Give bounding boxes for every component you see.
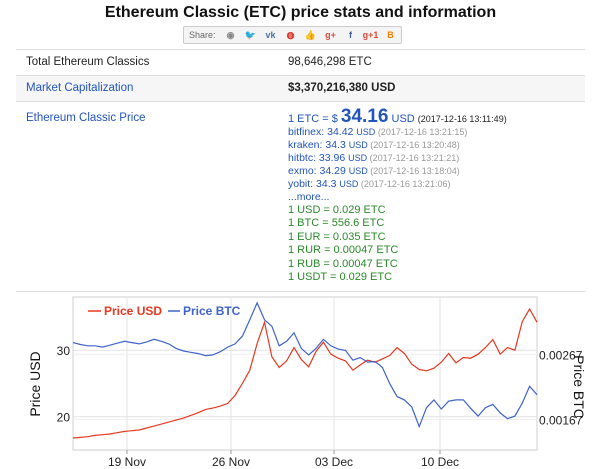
exchange-item[interactable]: kraken: 34.3 USD (2017-12-16 13:20:48) [288, 139, 578, 152]
vk-icon[interactable]: vk [265, 30, 276, 40]
price-link[interactable]: Ethereum Classic Price [26, 112, 146, 124]
conversion-list: 1 USD = 0.029 ETC 1 BTC = 556.6 ETC 1 EUR … [288, 204, 578, 284]
conversion-item: 1 USD = 0.029 ETC [288, 204, 386, 216]
weibo-icon[interactable]: ◍ [286, 29, 295, 40]
exchange-unit: USD [356, 127, 378, 137]
total-label: Total Ethereum Classics [26, 56, 150, 68]
price-details: 1 ETC = $ 34.16 USD (2017-12-16 13:11:49… [288, 106, 578, 284]
exchange-timestamp: (2017-12-16 13:21:06) [360, 179, 451, 189]
conversion-item: 1 USDT = 0.029 ETC [288, 270, 393, 283]
stats-table: Total Ethereum Classics 98,646,298 ETC M… [16, 49, 585, 292]
y-tick-label: 20 [57, 411, 71, 425]
exchange-unit: USD [348, 153, 370, 163]
google-plus-icon[interactable]: g+ [325, 30, 336, 40]
market-cap-link[interactable]: Market Capitalization [26, 82, 134, 94]
share-label: Share: [189, 30, 216, 40]
blogger-icon[interactable]: B [387, 30, 394, 40]
legend-btc: Price BTC [183, 304, 241, 318]
y2-tick-label: 0.00167 [539, 413, 583, 427]
price-unit: USD [391, 113, 415, 125]
conversion-item: 1 BTC = 556.6 ETC [288, 217, 385, 230]
price-chart: Price USD Price BTC 30 20 0.00267 0.00167 19 N… [27, 296, 587, 469]
more-link[interactable]: ...more... [288, 191, 330, 203]
stats-row-total: Total Ethereum Classics 98,646,298 ETC [16, 50, 585, 76]
conversion-item: 1 EUR = 0.035 ETC [288, 230, 386, 243]
exchange-item[interactable]: yobit: 34.3 USD (2017-12-16 13:21:06) [288, 178, 578, 191]
twitter-icon[interactable]: 🐦 [244, 29, 257, 40]
exchange-price: hitbtc: 33.96 [288, 152, 349, 164]
x-tick-label: 26 Nov [212, 455, 250, 469]
conversion-item: 1 RUR = 0.00047 ETC [288, 244, 399, 257]
exchange-unit: USD [348, 166, 371, 176]
exchange-unit: USD [339, 179, 361, 189]
stats-row-price: Ethereum Classic Price 1 ETC = $ 34.16 U… [16, 102, 585, 292]
exchange-item[interactable]: bitfinex: 34.42 USD (2017-12-16 13:21:15… [288, 126, 578, 139]
stats-row-mcap: Market Capitalization $3,370,216,380 USD [16, 76, 585, 102]
exchange-price: yobit: 34.3 [288, 178, 340, 190]
y-tick-label: 30 [57, 344, 71, 358]
facebook-icon[interactable]: f [349, 30, 353, 40]
price-prefix: 1 ETC = $ [288, 113, 338, 125]
exchange-timestamp: (2017-12-16 13:21:15) [377, 127, 468, 137]
series-line-usd [72, 307, 538, 439]
price-timestamp: (2017-12-16 13:11:49) [417, 114, 507, 124]
exchange-list: bitfinex: 34.42 USD (2017-12-16 13:21:15… [288, 126, 578, 191]
like-icon[interactable]: 👍 [304, 29, 317, 40]
exchange-timestamp: (2017-12-16 13:18:04) [370, 166, 460, 176]
exchange-unit: USD [348, 140, 371, 150]
exchange-timestamp: (2017-12-16 13:21:21) [369, 153, 460, 163]
y-axis-title: Price USD [27, 351, 43, 416]
x-tick-label: 19 Nov [108, 455, 146, 469]
market-cap-value: $3,370,216,380 USD [288, 82, 396, 94]
reddit-icon[interactable]: ◉ [226, 29, 235, 40]
exchange-item[interactable]: exmo: 34.29 USD (2017-12-16 13:18:04) [288, 165, 578, 178]
google-plus-one-icon[interactable]: g+1 [362, 30, 379, 40]
plot-area [72, 296, 538, 451]
page-title: Ethereum Classic (ETC) price stats and i… [104, 4, 497, 21]
main-price: 1 ETC = $ 34.16 USD (2017-12-16 13:11:49… [288, 106, 578, 127]
total-value: 98,646,298 ETC [288, 56, 372, 68]
exchange-timestamp: (2017-12-16 13:20:48) [370, 140, 460, 150]
share-bar: Share: ◉ 🐦 vk ◍ 👍 g+ f g+1 B [183, 26, 402, 44]
series-line-btc [72, 301, 538, 429]
exchange-item[interactable]: hitbtc: 33.96 USD (2017-12-16 13:21:21) [288, 152, 578, 165]
x-tick-label: 03 Dec [315, 455, 353, 469]
price-value: 34.16 [340, 106, 389, 127]
y2-tick-label: 0.00267 [539, 348, 583, 362]
legend-usd: Price USD [104, 304, 162, 318]
exchange-price: bitfinex: 34.42 [288, 126, 357, 138]
y2-axis-title: Price BTC [571, 355, 587, 419]
exchange-price: kraken: 34.3 [288, 139, 349, 151]
conversion-item: 1 RUB = 0.00047 ETC [288, 257, 398, 270]
exchange-price: exmo: 34.29 [288, 165, 349, 177]
x-tick-label: 10 Dec [421, 455, 459, 469]
